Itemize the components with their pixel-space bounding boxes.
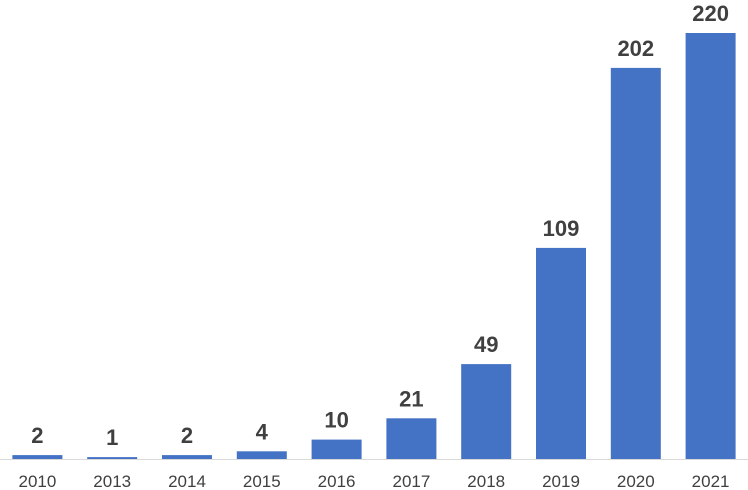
x-tick-label-2018: 2018 [467, 472, 505, 490]
x-tick-label-2016: 2016 [318, 472, 356, 490]
value-label-2018: 49 [474, 332, 498, 357]
x-tick-label-2013: 2013 [93, 472, 131, 490]
bar-2021 [685, 33, 736, 459]
x-tick-label-2020: 2020 [617, 472, 655, 490]
bar-2016 [311, 439, 362, 459]
bar-2020 [610, 67, 661, 460]
value-label-2021: 220 [692, 1, 729, 26]
value-label-2017: 21 [399, 386, 423, 411]
value-label-2016: 10 [324, 408, 348, 433]
x-tick-label-2015: 2015 [243, 472, 281, 490]
value-label-2014: 2 [181, 423, 193, 448]
bar-2013 [87, 457, 138, 459]
bar-2015 [236, 451, 287, 459]
bar-2014 [162, 455, 212, 459]
bar-2018 [461, 364, 512, 459]
x-tick-label-2019: 2019 [542, 472, 580, 490]
value-label-2020: 202 [617, 36, 654, 61]
value-label-2019: 109 [543, 216, 580, 241]
x-tick-label-2014: 2014 [168, 472, 206, 490]
bar-2017 [386, 418, 437, 459]
bar-2010 [12, 455, 63, 459]
x-tick-label-2010: 2010 [18, 472, 56, 490]
x-tick-label-2017: 2017 [392, 472, 430, 490]
tick-labels-group: 2010 2013 2014 2015 2016 2017 2018 2019 2020 2021 [18, 472, 729, 490]
value-label-2015: 4 [256, 419, 269, 444]
bars-group [12, 33, 736, 460]
x-tick-label-2021: 2021 [692, 472, 730, 490]
bar-2019 [536, 247, 586, 459]
value-label-2013: 1 [106, 425, 118, 450]
value-label-2010: 2 [31, 423, 43, 448]
